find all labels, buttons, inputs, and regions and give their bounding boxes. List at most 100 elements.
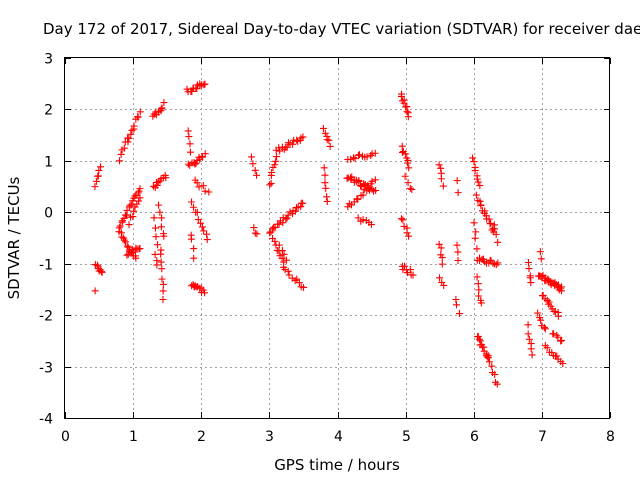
data-point xyxy=(200,227,208,235)
data-point xyxy=(557,337,565,345)
data-point xyxy=(319,124,327,132)
data-point xyxy=(150,214,158,222)
data-point xyxy=(438,260,446,268)
data-point xyxy=(275,241,283,249)
data-point xyxy=(438,254,446,262)
data-point xyxy=(253,171,261,179)
data-point xyxy=(524,321,532,329)
data-point xyxy=(155,201,163,209)
data-point xyxy=(485,215,493,223)
data-point xyxy=(136,185,144,193)
data-point xyxy=(558,336,566,344)
data-point xyxy=(159,287,167,295)
data-point xyxy=(125,221,133,229)
chart-title: Day 172 of 2017, Sidereal Day-to-day VTE… xyxy=(43,20,640,38)
data-point xyxy=(470,219,478,227)
data-point xyxy=(493,380,501,388)
data-point xyxy=(194,216,202,224)
data-point xyxy=(157,250,165,258)
y-tick-label: -3 xyxy=(39,361,53,377)
data-point xyxy=(187,235,195,243)
data-point xyxy=(475,335,483,343)
data-point xyxy=(95,166,103,174)
data-point xyxy=(360,180,368,188)
data-point xyxy=(136,108,144,116)
data-point xyxy=(398,148,406,156)
x-tick-labels: 0 1 2 3 4 5 6 7 8 xyxy=(61,429,615,445)
data-point xyxy=(188,87,196,95)
data-point xyxy=(527,345,535,353)
data-point xyxy=(453,241,461,249)
data-point xyxy=(470,158,478,166)
data-point xyxy=(157,223,165,231)
data-point xyxy=(453,301,461,309)
data-point xyxy=(154,241,162,249)
data-point xyxy=(399,216,407,224)
data-point xyxy=(355,177,363,185)
data-point xyxy=(405,232,413,240)
data-point xyxy=(525,265,533,273)
data-point xyxy=(127,130,135,138)
data-point xyxy=(536,248,544,256)
data-point xyxy=(271,161,279,169)
data-point xyxy=(162,174,170,182)
data-point xyxy=(403,229,411,237)
data-series-sdtvar xyxy=(91,80,567,388)
data-point xyxy=(284,267,292,275)
data-point xyxy=(492,261,500,269)
y-tick-label: 0 xyxy=(44,206,53,222)
data-point xyxy=(191,160,199,168)
data-point xyxy=(158,275,166,283)
data-point xyxy=(267,179,275,187)
data-point xyxy=(289,140,297,148)
data-point xyxy=(363,153,371,161)
data-point xyxy=(548,349,556,357)
data-point xyxy=(476,182,484,190)
data-point xyxy=(190,245,198,253)
data-point xyxy=(404,179,412,187)
x-axis-label: GPS time / hours xyxy=(274,456,400,474)
data-point xyxy=(282,215,290,223)
data-point xyxy=(199,182,207,190)
data-point xyxy=(92,177,100,185)
data-point xyxy=(491,370,499,378)
data-point xyxy=(123,242,131,250)
data-point xyxy=(473,175,481,183)
data-point xyxy=(153,261,161,269)
data-point xyxy=(278,247,286,255)
data-point xyxy=(130,207,138,215)
data-point xyxy=(525,335,533,343)
plot-frame xyxy=(64,57,610,419)
data-point xyxy=(440,281,448,289)
data-point xyxy=(193,179,201,187)
data-point xyxy=(435,161,443,169)
data-point xyxy=(474,280,482,288)
data-point xyxy=(408,186,416,194)
data-point xyxy=(494,238,502,246)
data-point xyxy=(91,287,99,295)
data-point xyxy=(248,153,256,161)
x-tick-label: 1 xyxy=(129,429,138,445)
data-point xyxy=(159,280,167,288)
data-point xyxy=(159,296,167,304)
data-point xyxy=(266,181,274,189)
data-point xyxy=(554,333,562,341)
data-point xyxy=(323,197,331,205)
data-point xyxy=(325,136,333,144)
data-point xyxy=(152,233,160,241)
data-point xyxy=(158,214,166,222)
data-point xyxy=(401,172,409,180)
data-point xyxy=(153,181,161,189)
data-point xyxy=(351,155,359,163)
data-point xyxy=(326,142,334,150)
data-point xyxy=(354,151,362,159)
y-tick-labels: 3 2 1 0 -1 -2 -3 -4 xyxy=(39,52,53,428)
data-point xyxy=(397,92,405,100)
data-point xyxy=(134,189,142,197)
data-point xyxy=(282,256,290,264)
data-point xyxy=(439,182,447,190)
data-point xyxy=(158,265,166,273)
data-point xyxy=(477,201,485,209)
data-point xyxy=(494,259,502,267)
